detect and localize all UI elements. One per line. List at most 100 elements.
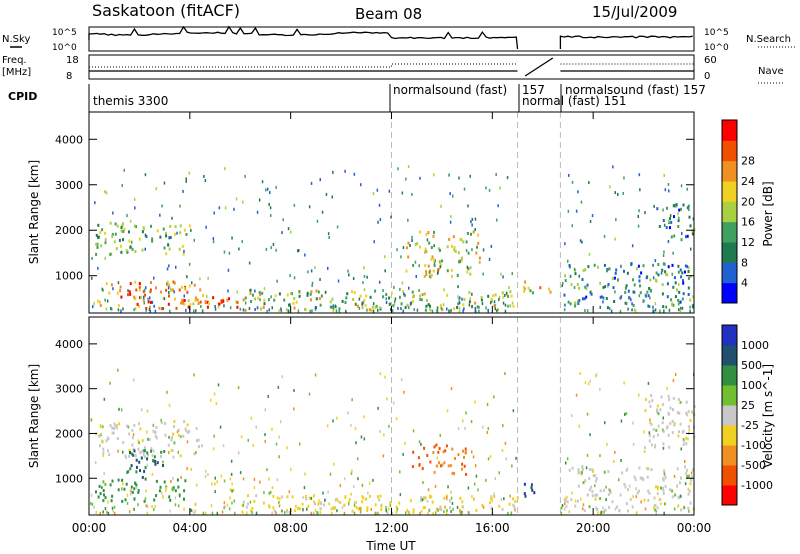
velocity-cell bbox=[222, 444, 225, 448]
power-cell bbox=[609, 185, 611, 189]
power-cell bbox=[379, 218, 382, 222]
power-cell bbox=[626, 271, 629, 275]
power-cell bbox=[206, 295, 208, 298]
velocity-cell bbox=[210, 504, 213, 508]
power-cell bbox=[369, 295, 372, 299]
power-cell bbox=[91, 256, 93, 260]
velocity-cell bbox=[130, 492, 132, 496]
power-cell bbox=[148, 305, 151, 309]
power-cell bbox=[639, 291, 642, 295]
velocity-cell bbox=[439, 505, 442, 509]
power-cell bbox=[189, 303, 192, 307]
velocity-cell bbox=[268, 505, 271, 509]
velocity-cell bbox=[618, 478, 620, 482]
velocity-ytick-label: 3000 bbox=[55, 383, 83, 396]
power-cell bbox=[453, 246, 456, 250]
power-cell bbox=[167, 280, 169, 284]
velocity-cell bbox=[177, 504, 180, 508]
power-cell bbox=[390, 215, 392, 219]
power-cell bbox=[364, 303, 367, 307]
power-cell bbox=[148, 308, 151, 312]
x-tick-label: 04:00 bbox=[173, 521, 208, 535]
power-cell bbox=[584, 268, 587, 272]
velocity-cell bbox=[429, 460, 432, 464]
power-cell bbox=[474, 301, 477, 305]
velocity-cell bbox=[193, 511, 196, 515]
velocity-cell bbox=[155, 436, 158, 440]
velocity-colorbar-swatch bbox=[722, 345, 737, 366]
velocity-cell bbox=[220, 474, 223, 478]
velocity-cell bbox=[278, 435, 280, 439]
velocity-cell bbox=[456, 505, 459, 509]
velocity-cell bbox=[662, 430, 665, 434]
velocity-cell bbox=[330, 507, 333, 511]
velocity-cell bbox=[594, 493, 597, 497]
velocity-cell bbox=[126, 471, 128, 474]
power-cell bbox=[614, 237, 616, 241]
velocity-cell bbox=[502, 424, 504, 428]
velocity-cell bbox=[137, 491, 140, 494]
velocity-cell bbox=[462, 419, 464, 423]
velocity-cell bbox=[673, 507, 676, 511]
velocity-cell bbox=[530, 486, 533, 490]
power-cell bbox=[599, 305, 601, 309]
power-cell bbox=[119, 289, 122, 293]
velocity-cell bbox=[677, 504, 680, 508]
velocity-cell bbox=[388, 424, 390, 428]
power-cell bbox=[183, 302, 186, 306]
velocity-cell bbox=[115, 426, 118, 430]
power-cell bbox=[412, 294, 415, 298]
power-cell bbox=[687, 270, 690, 273]
power-cell bbox=[311, 281, 314, 285]
power-cell bbox=[167, 283, 170, 287]
velocity-cell bbox=[599, 387, 601, 391]
velocity-cell bbox=[286, 510, 289, 514]
power-cell bbox=[188, 284, 191, 288]
velocity-cell bbox=[143, 469, 146, 473]
velocity-cell bbox=[620, 459, 622, 462]
power-cell bbox=[159, 290, 162, 294]
power-cell bbox=[400, 255, 402, 259]
velocity-cell bbox=[661, 421, 664, 425]
velocity-cell bbox=[452, 507, 454, 511]
velocity-cell bbox=[153, 508, 155, 511]
power-cell bbox=[94, 201, 96, 205]
velocity-cell bbox=[640, 500, 642, 504]
power-cell bbox=[131, 247, 134, 251]
velocity-cell bbox=[152, 449, 155, 453]
power-cell bbox=[607, 282, 610, 286]
power-cell bbox=[272, 243, 275, 246]
velocity-cell bbox=[560, 511, 563, 515]
power-cell bbox=[650, 289, 652, 293]
velocity-cell bbox=[671, 495, 674, 499]
velocity-cell bbox=[264, 439, 266, 443]
velocity-cell bbox=[247, 494, 249, 498]
velocity-cell bbox=[125, 482, 128, 486]
velocity-cell bbox=[131, 443, 134, 447]
power-cell bbox=[497, 308, 499, 312]
velocity-cell bbox=[213, 392, 216, 396]
power-cell bbox=[353, 172, 356, 176]
velocity-cell bbox=[223, 479, 226, 483]
velocity-cell bbox=[561, 506, 563, 510]
x-tick-label: 00:00 bbox=[677, 521, 712, 535]
power-cell bbox=[217, 305, 220, 309]
power-cell bbox=[409, 244, 411, 247]
velocity-cell bbox=[177, 434, 180, 437]
power-cell bbox=[127, 293, 129, 297]
velocity-cell bbox=[594, 497, 597, 501]
power-cell bbox=[649, 278, 652, 282]
velocity-cell bbox=[170, 438, 173, 442]
velocity-cell bbox=[447, 464, 450, 468]
velocity-cell bbox=[145, 504, 147, 508]
velocity-cell bbox=[142, 452, 145, 456]
velocity-cell bbox=[354, 427, 357, 431]
velocity-cell bbox=[135, 458, 138, 462]
power-cell bbox=[624, 290, 627, 294]
velocity-cell bbox=[657, 424, 660, 428]
power-cell bbox=[462, 240, 465, 244]
velocity-cell bbox=[490, 506, 493, 510]
velocity-cell bbox=[348, 497, 351, 501]
velocity-cell bbox=[428, 508, 431, 512]
power-cell bbox=[344, 169, 346, 173]
